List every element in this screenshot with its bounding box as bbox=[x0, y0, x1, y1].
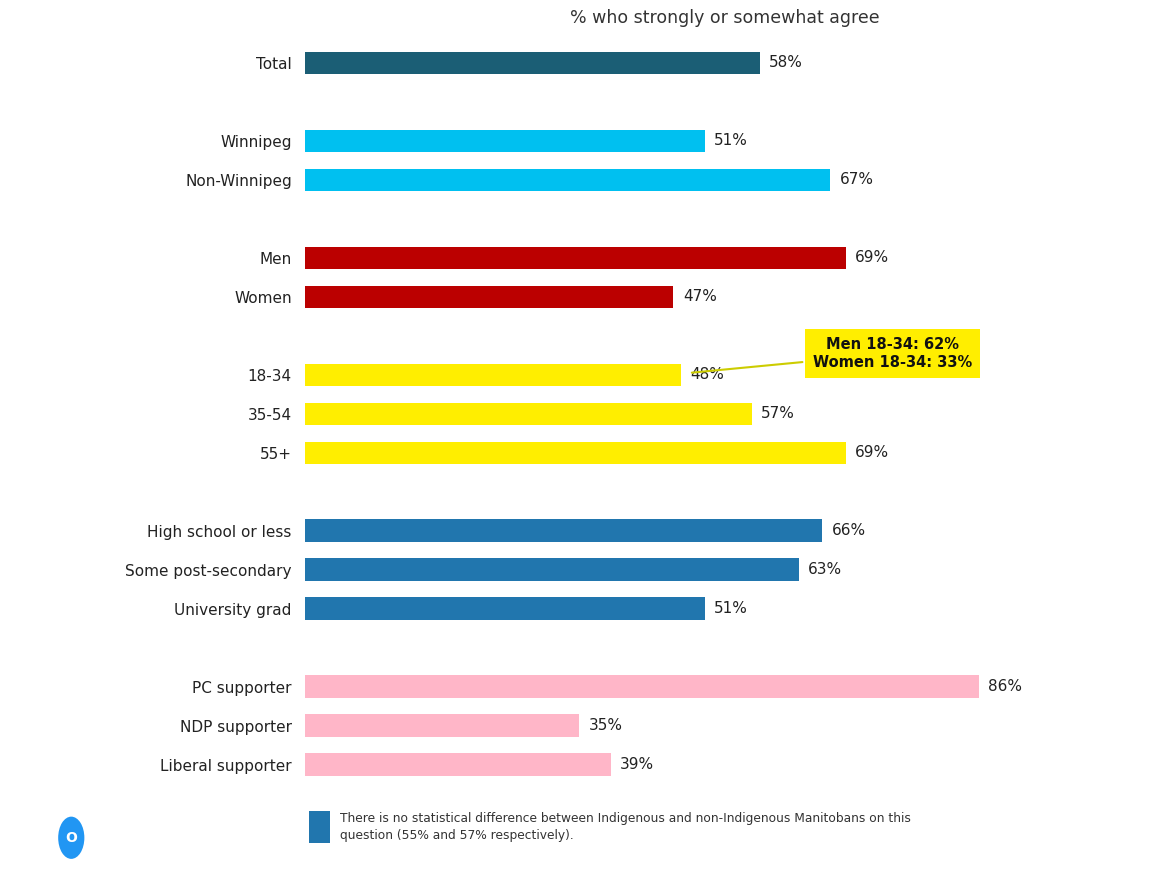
Text: 63%: 63% bbox=[808, 562, 842, 577]
Bar bbox=[305, 559, 799, 581]
FancyBboxPatch shape bbox=[310, 811, 330, 843]
Text: Base: All respondents (N=1,000): Base: All respondents (N=1,000) bbox=[26, 776, 232, 789]
Text: There is no statistical difference between Indigenous and non-Indigenous Manitob: There is no statistical difference betwe… bbox=[340, 812, 911, 842]
Bar bbox=[305, 598, 705, 620]
Bar bbox=[305, 442, 846, 464]
Text: 47%: 47% bbox=[683, 290, 717, 304]
Bar bbox=[305, 715, 579, 737]
Text: PR: PR bbox=[26, 829, 53, 847]
Bar bbox=[305, 753, 611, 776]
Text: 86%: 86% bbox=[989, 679, 1023, 694]
Bar bbox=[305, 169, 830, 191]
Bar bbox=[305, 676, 979, 698]
Text: 39%: 39% bbox=[621, 757, 655, 773]
Bar bbox=[305, 402, 752, 425]
Text: 57%: 57% bbox=[761, 407, 795, 422]
Text: Men 18-34: 62%
Women 18-34: 33%: Men 18-34: 62% Women 18-34: 33% bbox=[692, 337, 972, 372]
Bar bbox=[305, 246, 846, 269]
Text: BE RESEARCH INC.: BE RESEARCH INC. bbox=[90, 829, 278, 847]
Bar bbox=[305, 363, 682, 386]
Text: 69%: 69% bbox=[855, 251, 889, 266]
Text: O: O bbox=[66, 831, 77, 845]
Bar bbox=[305, 286, 673, 308]
Title: % who strongly or somewhat agree: % who strongly or somewhat agree bbox=[570, 9, 879, 27]
Text: 51%: 51% bbox=[714, 601, 748, 616]
Text: 67%: 67% bbox=[840, 172, 874, 187]
Text: VIEWS AMONG SUB-
GROUPS: VIEWS AMONG SUB- GROUPS bbox=[26, 405, 208, 437]
Bar bbox=[305, 129, 705, 152]
Text: 66%: 66% bbox=[832, 524, 866, 539]
Text: 69%: 69% bbox=[855, 445, 889, 460]
Text: MEN, OLDER
ADULTS, PC
SUPPORTERS
MORE LIKELY TO
SUPPORT USING
FORCE TO
REMOVE
BL: MEN, OLDER ADULTS, PC SUPPORTERS MORE LI… bbox=[26, 40, 217, 213]
Text: 35%: 35% bbox=[589, 718, 623, 733]
Text: WFP2b. “Please indicate whether
you agree or disagree with the
following stateme: WFP2b. “Please indicate whether you agre… bbox=[26, 480, 223, 554]
Bar bbox=[305, 52, 760, 74]
Bar bbox=[305, 519, 822, 542]
Ellipse shape bbox=[59, 817, 84, 859]
Text: 51%: 51% bbox=[714, 134, 748, 149]
Text: 48%: 48% bbox=[691, 367, 725, 383]
Text: 58%: 58% bbox=[769, 55, 802, 70]
